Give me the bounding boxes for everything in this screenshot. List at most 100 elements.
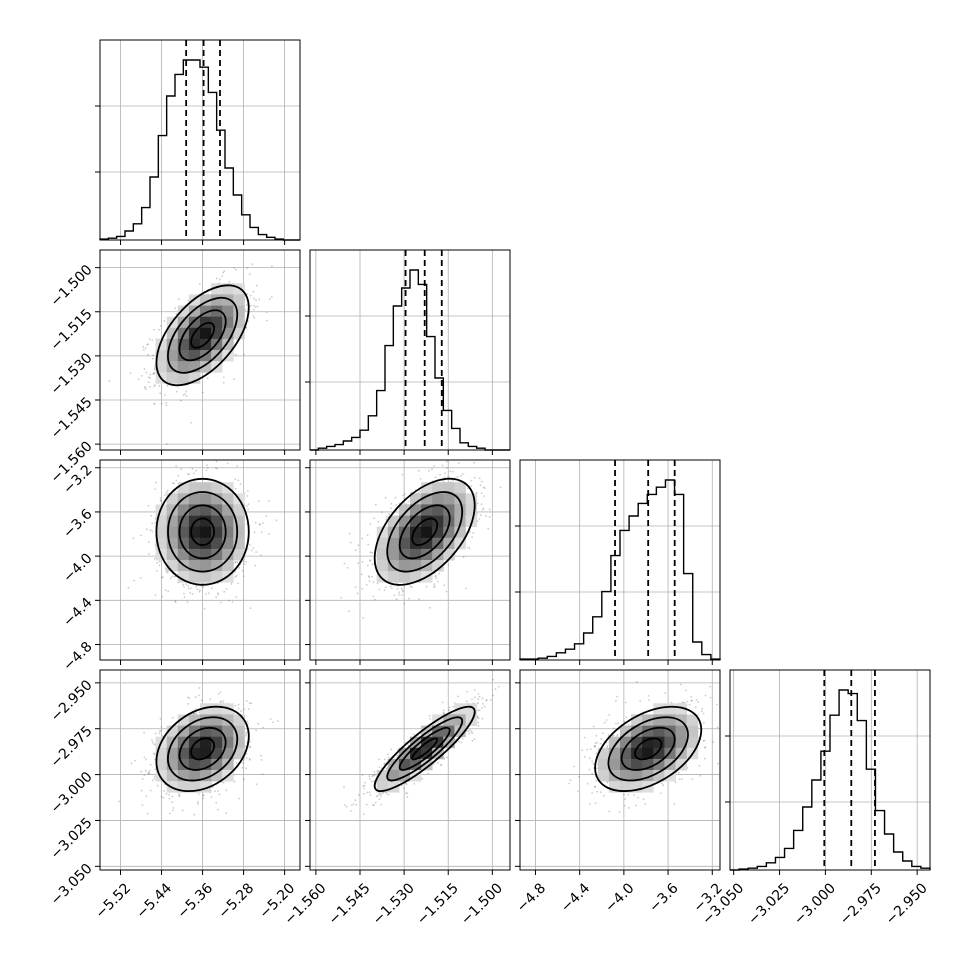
sample-point — [269, 298, 271, 300]
sample-point — [167, 572, 169, 574]
sample-point — [142, 346, 144, 348]
sample-point — [478, 693, 480, 695]
sample-point — [246, 495, 248, 497]
sample-point — [226, 789, 228, 791]
sample-point — [171, 801, 173, 803]
sample-point — [160, 497, 162, 499]
diag-panel-2 — [515, 460, 720, 665]
sample-point — [500, 487, 502, 489]
sample-point — [401, 594, 403, 596]
sample-point — [248, 503, 250, 505]
density-cell — [200, 571, 212, 583]
sample-point — [177, 475, 179, 477]
sample-point — [144, 757, 146, 759]
sample-point — [155, 594, 157, 596]
sample-point — [450, 470, 452, 472]
sample-point — [243, 354, 245, 356]
sample-point — [131, 762, 133, 764]
sample-point — [465, 588, 467, 590]
sample-point — [171, 576, 173, 578]
density-cell — [222, 317, 234, 329]
sample-point — [271, 265, 273, 267]
sample-point — [442, 465, 444, 467]
density-cell — [167, 560, 179, 572]
sample-point — [397, 588, 399, 590]
sample-point — [199, 687, 201, 689]
sample-point — [155, 733, 157, 735]
density-cell — [377, 560, 389, 572]
sample-point — [127, 587, 129, 589]
density-cell — [200, 714, 212, 726]
sample-point — [159, 730, 161, 732]
sample-point — [192, 468, 194, 470]
sample-point — [190, 588, 192, 590]
sample-point — [165, 402, 167, 404]
sample-point — [452, 706, 454, 708]
sample-point — [158, 329, 160, 331]
sample-point — [146, 795, 148, 797]
sample-point — [140, 577, 142, 579]
sample-point — [371, 552, 373, 554]
sample-point — [357, 562, 359, 564]
sample-point — [226, 588, 228, 590]
sample-point — [428, 470, 430, 472]
sample-point — [349, 533, 351, 535]
sample-point — [259, 523, 261, 525]
sample-point — [398, 591, 400, 593]
sample-point — [202, 392, 204, 394]
sample-point — [262, 773, 264, 775]
sample-point — [187, 601, 189, 603]
sample-point — [391, 503, 393, 505]
sample-point — [255, 299, 257, 301]
sample-point — [434, 576, 436, 578]
sample-point — [240, 710, 242, 712]
sample-point — [250, 607, 252, 609]
sample-point — [443, 584, 445, 586]
sample-point — [150, 529, 152, 531]
sample-point — [223, 591, 225, 593]
sample-point — [202, 586, 204, 588]
sample-point — [253, 298, 255, 300]
sample-point — [148, 505, 150, 507]
sample-point — [216, 461, 218, 463]
sample-point — [441, 458, 443, 460]
density-cell — [178, 372, 190, 384]
sample-point — [242, 570, 244, 572]
sample-point — [384, 589, 386, 591]
sample-point — [203, 794, 205, 796]
sample-point — [235, 561, 237, 563]
sample-point — [151, 530, 153, 532]
sample-point — [214, 790, 216, 792]
sample-point — [145, 347, 147, 349]
sample-point — [248, 708, 250, 710]
density-cell — [233, 737, 245, 749]
sample-point — [404, 493, 406, 495]
sample-point — [250, 746, 252, 748]
sample-point — [223, 270, 225, 272]
density-cell — [211, 317, 223, 329]
sample-point — [152, 373, 154, 375]
sample-point — [147, 813, 149, 815]
density-cell — [233, 306, 245, 318]
sample-point — [366, 584, 368, 586]
sample-point — [474, 738, 476, 740]
sample-point — [150, 790, 152, 792]
sample-point — [146, 528, 148, 530]
sample-point — [367, 565, 369, 567]
sample-point — [133, 580, 135, 582]
sample-point — [243, 575, 245, 577]
sample-point — [372, 596, 374, 598]
sample-point — [250, 295, 252, 297]
sample-point — [197, 801, 199, 803]
sample-point — [474, 477, 476, 479]
sample-point — [246, 758, 248, 760]
sample-point — [261, 759, 263, 761]
density-cell — [200, 328, 212, 340]
sample-point — [201, 700, 203, 702]
sample-point — [159, 392, 161, 394]
sample-point — [154, 403, 156, 405]
sample-point — [159, 732, 161, 734]
sample-point — [452, 471, 454, 473]
sample-point — [234, 705, 236, 707]
